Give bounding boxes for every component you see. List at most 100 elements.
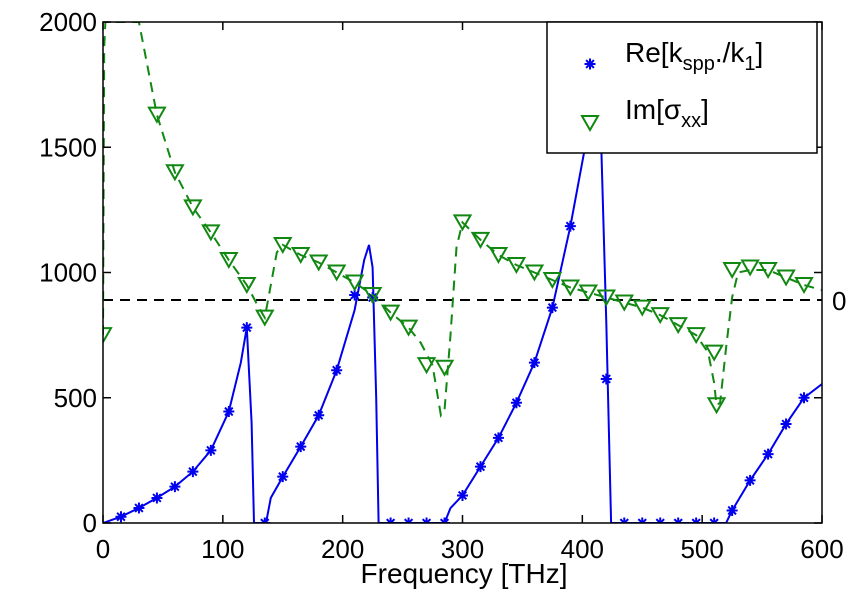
legend-text-part: Re[k: [625, 37, 684, 68]
re-kspp-marker: [241, 322, 253, 334]
im-sigma-line: [103, 22, 822, 418]
re-kspp-marker: [780, 418, 792, 430]
x-tick-label: 0: [96, 534, 110, 564]
im-sigma-marker: [416, 357, 437, 375]
im-sigma-marker: [706, 397, 727, 415]
im-sigma-marker: [578, 284, 599, 302]
re-kspp-marker: [187, 466, 199, 478]
re-kspp-marker: [133, 502, 145, 514]
x-tick-label: 400: [561, 534, 604, 564]
re-kspp-marker: [798, 392, 810, 404]
x-tick-label: 300: [441, 534, 484, 564]
re-kspp-marker: [169, 481, 181, 493]
legend-text-sub: xx: [681, 110, 701, 132]
re-kspp-marker: [223, 406, 235, 418]
im-sigma-marker: [183, 199, 203, 217]
re-kspp-marker: [277, 471, 289, 483]
x-tick-label: 200: [321, 534, 364, 564]
y-tick-label: 0: [83, 508, 97, 538]
im-sigma-marker: [380, 304, 401, 322]
y-tick-label: 1000: [39, 258, 97, 288]
legend-text-part: Im[σ: [625, 94, 681, 125]
im-sigma-marker: [596, 289, 617, 307]
legend: Re[kspp./k1]Im[σxx]: [546, 21, 818, 154]
re-kspp-marker: [726, 504, 738, 516]
im-sigma-marker: [291, 246, 311, 264]
im-sigma-marker: [201, 224, 221, 242]
re-kspp-marker: [331, 364, 343, 376]
y-tick-label: 2000: [39, 7, 97, 37]
im-sigma-marker: [506, 256, 527, 275]
re-kspp-marker: [367, 292, 379, 304]
im-sigma-marker: [794, 277, 814, 295]
im-sigma-marker: [668, 317, 688, 335]
legend-marker-asterisk: [584, 58, 596, 70]
im-sigma-marker: [524, 264, 545, 282]
im-sigma-marker: [776, 269, 796, 287]
legend-text-part: ]: [756, 37, 764, 68]
im-sigma-marker: [632, 299, 652, 317]
re-kspp-marker: [474, 461, 486, 473]
re-kspp-marker: [457, 489, 468, 501]
im-sigma-marker: [488, 246, 509, 264]
re-kspp-marker: [492, 432, 504, 444]
im-sigma-marker: [650, 307, 670, 325]
im-sigma-marker: [237, 277, 257, 295]
legend-label-re-kspp: Re[kspp./k1]: [625, 37, 763, 75]
im-sigma-marker: [542, 272, 563, 290]
im-sigma-marker: [273, 236, 293, 254]
im-sigma-marker: [165, 164, 185, 182]
re-kspp-marker: [205, 444, 217, 456]
im-sigma-marker: [255, 309, 275, 327]
im-sigma-marker: [398, 319, 419, 337]
im-sigma-marker: [362, 287, 383, 305]
im-sigma-marker: [103, 327, 113, 345]
im-sigma-marker: [722, 261, 742, 280]
plot-area: [103, 22, 822, 523]
im-sigma-marker: [147, 106, 167, 124]
im-sigma-marker: [614, 294, 634, 312]
legend-box: [546, 21, 818, 154]
re-kspp-marker: [546, 302, 558, 314]
re-kspp-marker: [762, 448, 774, 460]
right-axis-zero-label: 0: [832, 286, 846, 316]
re-kspp-marker: [349, 289, 361, 301]
im-sigma-marker: [344, 274, 365, 292]
im-sigma-marker: [704, 344, 724, 362]
x-tick-label: 100: [201, 534, 244, 564]
x-axis-title: Frequency [THz]: [361, 558, 568, 589]
im-sigma-marker: [740, 259, 760, 277]
re-kspp-marker: [115, 511, 127, 523]
im-sigma-marker: [470, 231, 491, 249]
x-tick-label: 600: [800, 534, 843, 564]
re-kspp-marker: [528, 357, 540, 369]
legend-text-part: ./k: [715, 37, 746, 68]
im-sigma-marker: [758, 261, 778, 280]
legend-text-part: ]: [701, 94, 709, 125]
im-sigma-marker: [434, 359, 455, 377]
re-kspp-marker: [744, 474, 756, 486]
re-kspp-marker: [295, 441, 307, 453]
im-sigma-marker: [560, 279, 581, 297]
legend-text-sub: 1: [744, 53, 755, 75]
re-kspp-marker: [564, 220, 576, 232]
legend-marker-triangle: [580, 115, 600, 133]
re-kspp-marker: [151, 492, 163, 504]
re-kspp-marker: [600, 373, 612, 385]
re-kspp-marker: [510, 397, 522, 409]
y-tick-label: 1500: [39, 132, 97, 162]
im-sigma-marker: [686, 327, 706, 345]
re-kspp-line: [103, 91, 822, 523]
im-sigma-marker: [308, 254, 329, 272]
axes-layer: 0 100 200 300 400 500 600 0 500 1000 1500 2000 0: [39, 7, 846, 564]
series-layer: [103, 22, 822, 523]
im-sigma-marker: [452, 214, 473, 232]
re-kspp-marker: [313, 409, 325, 421]
im-sigma-marker: [326, 264, 347, 282]
y-tick-label: 500: [54, 383, 97, 413]
im-sigma-marker: [219, 251, 239, 269]
legend-label-im-sigma: Im[σxx]: [625, 94, 709, 132]
legend-text-sub: spp: [683, 53, 715, 75]
x-tick-label: 500: [680, 534, 723, 564]
